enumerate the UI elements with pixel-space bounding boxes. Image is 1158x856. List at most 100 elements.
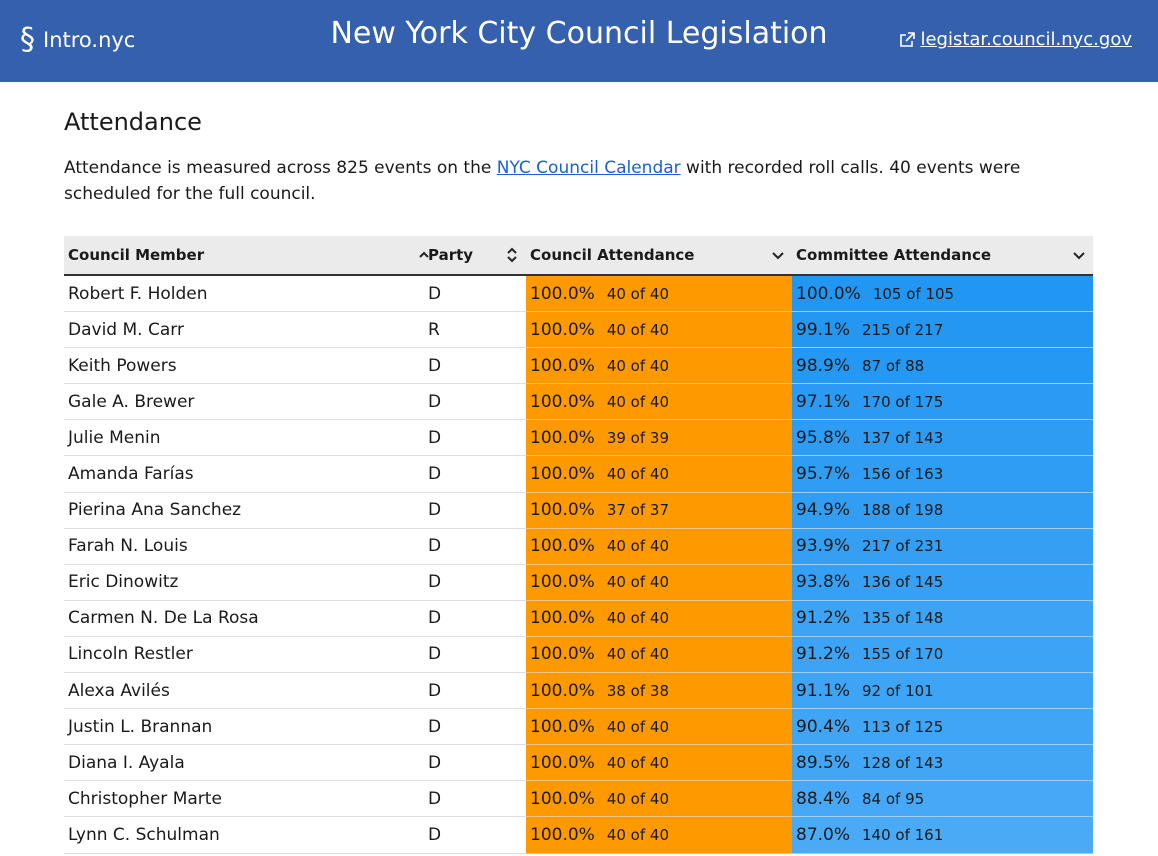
table-row: Gale A. Brewer D 100.0% 40 of 40 97.1% 170 of… [64, 384, 1093, 421]
table-row: Alexa Avilés D 100.0% 38 of 38 91.1% 92 of 10… [64, 673, 1093, 710]
council-attendance: 100.0% 40 of 40 [526, 348, 792, 385]
percent: 100.0% [530, 536, 595, 557]
count: 217 of 231 [862, 537, 944, 556]
count: 40 of 40 [606, 573, 669, 592]
percent: 98.9% [796, 355, 851, 376]
percent: 100.0% [530, 608, 595, 629]
count: 40 of 40 [606, 465, 669, 484]
committee-attendance: 100.0% 105 of 105 [792, 276, 1093, 313]
percent: 89.5% [796, 752, 851, 773]
column-header[interactable]: Council Member [64, 236, 429, 274]
member-name: Julie Menin [64, 420, 418, 457]
committee-attendance: 91.2% 155 of 170 [792, 636, 1093, 674]
count: 40 of 40 [606, 392, 669, 411]
council-attendance: 100.0% 37 of 37 [526, 492, 792, 529]
external-link[interactable]: legistar.council.nyc.gov [898, 29, 1132, 50]
logo-text: Intro.nyc [43, 27, 136, 52]
committee-attendance: 91.2% 135 of 148 [792, 600, 1093, 637]
count: 40 of 40 [606, 753, 669, 772]
count: 40 of 40 [606, 717, 669, 736]
committee-attendance: 94.9% 188 of 198 [792, 492, 1093, 529]
count: 37 of 37 [606, 501, 669, 520]
count: 87 of 88 [862, 356, 925, 375]
member-name: Keith Powers [64, 348, 418, 385]
committee-attendance: 88.4% 84 of 95 [792, 781, 1093, 818]
column-header[interactable]: Council Attendance [526, 236, 792, 274]
percent: 87.0% [796, 824, 851, 845]
table-row: Lincoln Restler D 100.0% 40 of 40 91.2% 155 o… [64, 636, 1093, 674]
committee-attendance: 91.1% 92 of 101 [792, 673, 1093, 710]
percent: 100.0% [530, 319, 595, 340]
percent: 100.0% [530, 283, 595, 304]
table-row: Julie Menin D 100.0% 39 of 39 95.8% 137 of 14… [64, 420, 1093, 457]
site-title: New York City Council Legislation [330, 16, 828, 51]
table-row: Pierina Ana Sanchez D 100.0% 37 of 37 94.9% 1… [64, 492, 1093, 529]
count: 137 of 143 [862, 428, 944, 447]
percent: 91.1% [796, 680, 851, 701]
count: 39 of 39 [606, 428, 669, 447]
count: 136 of 145 [862, 573, 944, 592]
percent: 100.0% [530, 427, 595, 448]
party: D [418, 456, 526, 493]
council-attendance: 100.0% 40 of 40 [526, 564, 792, 601]
member-name: Justin L. Brannan [64, 709, 418, 746]
council-attendance: 100.0% 40 of 40 [526, 709, 792, 746]
top-bar: § Intro.nyc New York City Council Legisla… [0, 0, 1158, 82]
party: D [418, 493, 526, 529]
member-name: Gale A. Brewer [64, 384, 418, 421]
council-attendance: 100.0% 40 of 40 [526, 636, 792, 674]
count: 188 of 198 [862, 501, 944, 520]
column-label: Committee Attendance [796, 246, 992, 264]
member-name: Diana I. Ayala [64, 745, 418, 782]
party: D [418, 601, 526, 637]
member-name: Amanda Farías [64, 456, 418, 493]
table-row: Amanda Farías D 100.0% 40 of 40 95.7% 156 of … [64, 456, 1093, 493]
percent: 100.0% [530, 464, 595, 485]
member-name: Lincoln Restler [64, 637, 418, 674]
sort-icon[interactable] [770, 247, 786, 263]
sort-icon[interactable] [504, 247, 520, 263]
member-name: Robert F. Holden [64, 276, 418, 313]
percent: 93.9% [796, 536, 851, 557]
committee-attendance: 95.7% 156 of 163 [792, 456, 1093, 493]
count: 170 of 175 [862, 392, 944, 411]
count: 40 of 40 [606, 825, 669, 844]
intro-before: Attendance is measured across 825 events… [64, 158, 497, 178]
percent: 100.0% [796, 283, 861, 304]
committee-attendance: 90.4% 113 of 125 [792, 709, 1093, 746]
table-row: Justin L. Brannan D 100.0% 40 of 40 90.4% 113… [64, 709, 1093, 746]
party: D [418, 709, 526, 746]
column-header[interactable]: Committee Attendance [792, 236, 1093, 274]
table-row: Christopher Marte D 100.0% 40 of 40 88.4% 84 … [64, 781, 1093, 818]
external-icon [900, 31, 916, 47]
committee-attendance: 98.9% 87 of 88 [792, 348, 1093, 385]
party: D [418, 529, 526, 565]
council-attendance: 100.0% 40 of 40 [526, 384, 792, 421]
council-attendance: 100.0% 39 of 39 [526, 420, 792, 457]
count: 38 of 38 [606, 681, 669, 700]
column-header[interactable]: Party [418, 236, 526, 274]
section-heading: Attendance [64, 108, 202, 136]
sort-icon[interactable] [416, 247, 432, 263]
council-attendance: 100.0% 40 of 40 [526, 817, 792, 854]
percent: 91.2% [796, 608, 851, 629]
member-name: Carmen N. De La Rosa [64, 601, 418, 637]
party: D [418, 348, 526, 385]
table-row: Farah N. Louis D 100.0% 40 of 40 93.9% 217 of… [64, 528, 1093, 565]
percent: 100.0% [530, 391, 595, 412]
logo[interactable]: § Intro.nyc [20, 22, 135, 57]
member-name: Christopher Marte [64, 781, 418, 818]
percent: 97.1% [796, 391, 851, 412]
count: 40 of 40 [606, 320, 669, 339]
percent: 99.1% [796, 319, 851, 340]
attendance-table: Council Member Party Council Attendance Com… [64, 236, 1093, 854]
percent: 91.2% [796, 644, 851, 665]
sort-icon[interactable] [1071, 247, 1087, 263]
percent: 93.8% [796, 572, 851, 593]
party: D [418, 565, 526, 601]
council-attendance: 100.0% 40 of 40 [526, 312, 792, 349]
committee-attendance: 99.1% 215 of 217 [792, 312, 1093, 349]
column-label: Council Attendance [530, 246, 695, 264]
calendar-link[interactable]: NYC Council Calendar [496, 158, 681, 178]
